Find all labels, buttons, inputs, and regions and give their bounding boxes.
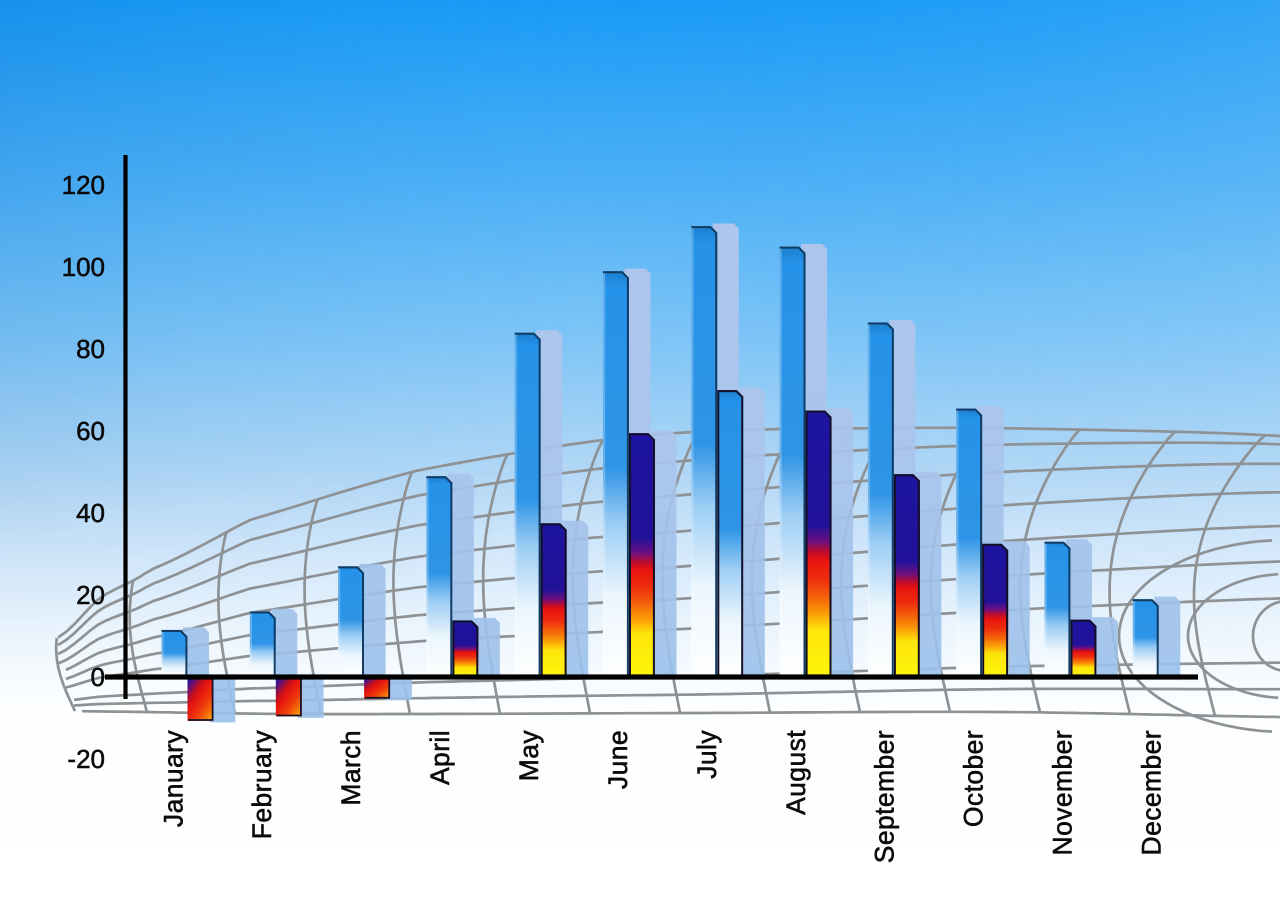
svg-text:40: 40 — [76, 498, 105, 528]
svg-text:20: 20 — [76, 580, 105, 610]
svg-text:August: August — [781, 730, 811, 815]
svg-text:120: 120 — [62, 170, 105, 200]
svg-text:May: May — [514, 730, 544, 782]
svg-text:September: September — [870, 730, 900, 863]
svg-text:-20: -20 — [67, 744, 105, 774]
svg-text:June: June — [603, 730, 633, 789]
svg-text:March: March — [336, 730, 366, 806]
svg-text:100: 100 — [62, 252, 105, 282]
svg-text:October: October — [959, 730, 989, 827]
svg-text:November: November — [1048, 730, 1078, 855]
svg-text:60: 60 — [76, 416, 105, 446]
svg-text:0: 0 — [91, 662, 105, 692]
svg-text:July: July — [692, 730, 722, 779]
svg-text:April: April — [425, 730, 455, 785]
svg-text:February: February — [247, 730, 277, 840]
svg-text:January: January — [158, 730, 188, 827]
svg-text:December: December — [1137, 730, 1167, 855]
svg-text:80: 80 — [76, 334, 105, 364]
